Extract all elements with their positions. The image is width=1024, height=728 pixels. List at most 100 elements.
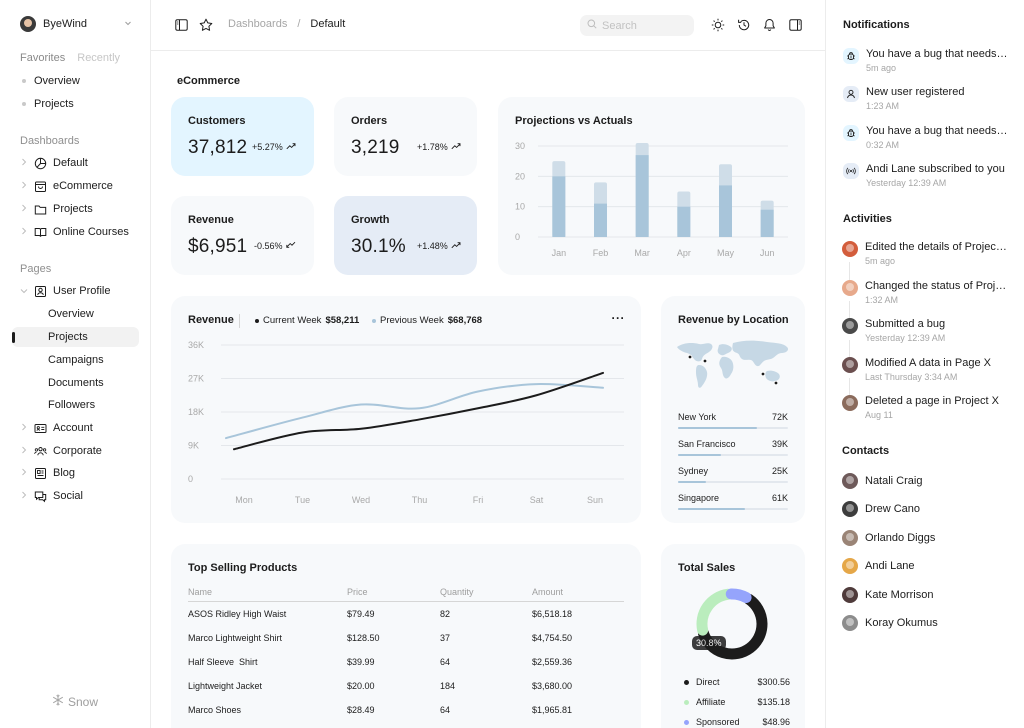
actual-bar [677, 206, 691, 237]
workspace-switcher[interactable]: ByeWind [20, 16, 132, 32]
location-name: Sydney [678, 466, 709, 476]
favorite-item-projects[interactable]: Projects [22, 98, 74, 110]
table-row[interactable]: Lightweight Jacket $20.00 184 $3,680.00 [188, 673, 624, 697]
product-name: Half Sleeve Shirt [188, 657, 258, 667]
left-sidebar: ByeWind Favorites Recently Overview Proj… [0, 0, 151, 728]
sidebar-subitem-documents[interactable]: Documents [48, 377, 104, 389]
contact-item[interactable]: Kate Morrison [842, 586, 1010, 604]
panel-toggle-icon[interactable] [788, 18, 802, 32]
x-tick-label: Mon [235, 495, 253, 505]
tab-recently[interactable]: Recently [77, 52, 121, 64]
table-row[interactable]: Marco Lightweight Shirt $128.50 37 $4,75… [188, 625, 624, 649]
avatar [842, 241, 858, 257]
sidebar-item-social[interactable]: Social [20, 486, 139, 506]
right-panel: Notifications You have a bug that needs … [825, 0, 1024, 728]
legend-dot-icon [255, 318, 259, 323]
product-amount: $3,680.00 [532, 681, 573, 691]
avatar [842, 558, 858, 574]
contact-name: Kate Morrison [865, 589, 934, 601]
contact-item[interactable]: Orlando Diggs [842, 529, 1010, 547]
more-options-button[interactable]: ··· [611, 311, 625, 325]
contact-item[interactable]: Andi Lane [842, 557, 1010, 575]
history-icon[interactable] [737, 18, 751, 32]
product-quantity: 37 [440, 633, 451, 643]
sidebar-subitem-campaigns[interactable]: Campaigns [48, 354, 104, 366]
table-row[interactable]: ASOS Ridley High Waist $79.49 82 $6,518.… [188, 601, 624, 625]
activity-item[interactable]: Changed the status of Project Y 1:32 AM [842, 280, 1010, 312]
breadcrumb-dashboards[interactable]: Dashboards [228, 18, 288, 30]
trend-down-icon [285, 241, 296, 251]
brand-name: ByeWind [43, 18, 88, 30]
avatar [842, 318, 858, 334]
customers-card[interactable]: Customers 37,812 +5.27% [171, 97, 314, 176]
notification-item[interactable]: Andi Lane subscribed to you Yesterday 12… [843, 163, 1011, 195]
sidebar-item-projects[interactable]: Projects [20, 199, 139, 219]
breadcrumb: Dashboards / Default [228, 18, 345, 30]
sidebar-item-account[interactable]: Account [20, 418, 139, 438]
column-header[interactable]: Amount [532, 583, 624, 602]
sidebar-item-blog[interactable]: Blog [20, 463, 139, 483]
contact-item[interactable]: Koray Okumus [842, 614, 1010, 632]
actual-bar [635, 155, 649, 237]
search-box[interactable] [580, 15, 694, 36]
notification-item[interactable]: You have a bug that needs to be fixed. 0… [843, 125, 1011, 157]
product-name: ASOS Ridley High Waist [188, 609, 287, 620]
revenue-stat-card[interactable]: Revenue $6,951 -0.56% [171, 196, 314, 275]
legend-dot-icon [684, 699, 689, 705]
activities-heading: Activities [843, 213, 892, 225]
notification-time: 5m ago [866, 63, 897, 73]
activity-item[interactable]: Modified A data in Page X Last Thursday … [842, 357, 1010, 389]
activity-text: Edited the details of Project X [865, 241, 1007, 253]
sidebar-item-online-courses[interactable]: Online Courses [20, 222, 139, 242]
sidebar-item-corporate[interactable]: Corporate [20, 441, 139, 461]
tab-favorites[interactable]: Favorites [20, 52, 66, 64]
notification-item[interactable]: New user registered 1:23 AM [843, 86, 1011, 118]
contact-item[interactable]: Drew Cano [842, 500, 1010, 518]
column-header[interactable]: Price [347, 583, 440, 602]
stat-value: 3,219 [351, 137, 400, 158]
notification-item[interactable]: You have a bug that needs to be fixed. 5… [843, 48, 1011, 80]
activity-item[interactable]: Submitted a bug Yesterday 12:39 AM [842, 318, 1010, 350]
sidebar-subitem-projects[interactable]: Projects [12, 327, 139, 347]
search-input[interactable] [602, 19, 690, 32]
column-header[interactable]: Name [188, 583, 347, 602]
bell-icon[interactable] [762, 18, 776, 32]
table-row[interactable]: Marco Shoes $28.49 64 $1,965.81 [188, 697, 624, 721]
y-tick-label: 10 [515, 202, 525, 212]
activity-item[interactable]: Edited the details of Project X 5m ago [842, 241, 1010, 273]
chevron-right-icon [20, 204, 28, 214]
contact-name: Drew Cano [865, 503, 921, 515]
activity-item[interactable]: Deleted a page in Project X Aug 11 [842, 395, 1010, 427]
orders-card[interactable]: Orders 3,219 +1.78% [334, 97, 477, 176]
avatar [842, 530, 858, 546]
stat-delta: +1.78% [417, 142, 461, 152]
sidebar-item-default[interactable]: Default [20, 153, 139, 173]
column-header[interactable]: Quantity [440, 583, 532, 602]
sidebar-item-label: Online Courses [53, 226, 129, 238]
sidebar-item-label: Default [53, 157, 88, 169]
sidebar-toggle-icon[interactable] [174, 18, 188, 32]
sidebar-item-ecommerce[interactable]: eCommerce [20, 176, 139, 196]
legend-value: $58,211 [325, 315, 360, 326]
legend-dot-icon [684, 679, 689, 685]
x-tick-label: Jan [552, 248, 567, 258]
location-progress-fill [678, 454, 721, 456]
table-title: Top Selling Products [188, 562, 298, 574]
growth-card[interactable]: Growth 30.1% +1.48% [334, 196, 477, 275]
sun-icon[interactable] [711, 18, 725, 32]
breadcrumb-default[interactable]: Default [310, 18, 346, 30]
sidebar-item-user-profile[interactable]: User Profile [20, 281, 139, 301]
trend-up-icon [451, 241, 461, 251]
contact-item[interactable]: Natali Craig [842, 472, 1010, 490]
sidebar-subitem-followers[interactable]: Followers [48, 399, 96, 411]
stat-delta: +1.48% [417, 241, 461, 251]
table-row[interactable]: Half Sleeve Shirt $39.99 64 $2,559.36 [188, 649, 624, 673]
sidebar-subitem-overview[interactable]: Overview [48, 308, 94, 320]
chevron-down-icon [20, 287, 28, 296]
search-icon [587, 19, 597, 32]
x-tick-label: Wed [352, 495, 370, 505]
chevron-right-icon [20, 227, 28, 237]
favorite-item-overview[interactable]: Overview [22, 75, 80, 87]
star-icon[interactable] [199, 18, 213, 32]
location-name: Singapore [678, 493, 720, 503]
